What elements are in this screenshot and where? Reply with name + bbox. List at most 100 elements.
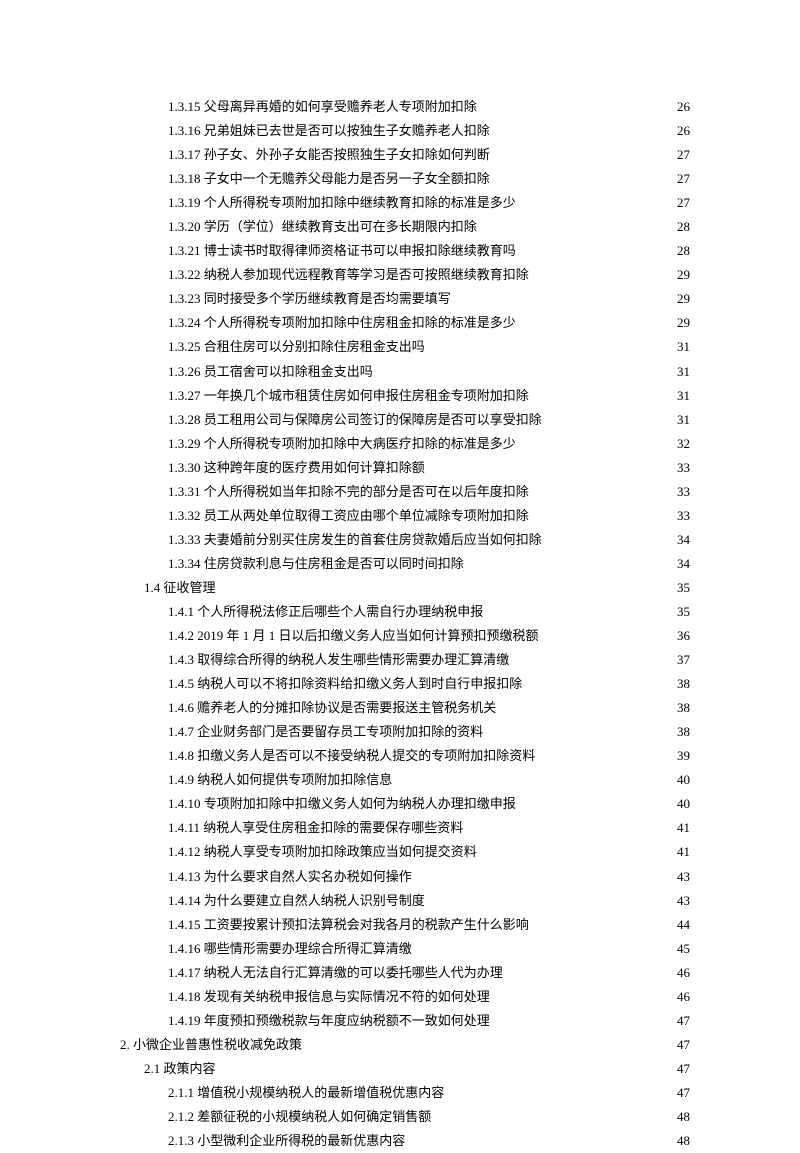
toc-entry-label: 1.3.22 纳税人参加现代远程教育等学习是否可按照继续教育扣除	[168, 263, 529, 287]
toc-leader-dots	[407, 1132, 675, 1145]
toc-entry-page: 47	[677, 1009, 690, 1033]
toc-leader-dots	[427, 459, 675, 472]
toc-leader-dots	[465, 819, 675, 832]
toc-leader-dots	[518, 795, 675, 808]
table-of-contents: 1.3.15 父母离异再婚的如何享受赡养老人专项附加扣除 26 1.3.16 兄弟姐…	[0, 0, 800, 1153]
toc-leader-dots	[427, 892, 675, 905]
toc-entry-page: 27	[677, 191, 690, 215]
toc-leader-dots	[433, 1108, 675, 1121]
toc-leader-dots	[414, 940, 675, 953]
toc-entry-page: 33	[677, 480, 690, 504]
toc-entry-label: 1.4.3 取得综合所得的纳税人发生哪些情形需要办理汇算清缴	[168, 648, 509, 672]
toc-entry-page: 41	[677, 840, 690, 864]
toc-entry-page: 47	[677, 1057, 690, 1081]
toc-leader-dots	[479, 218, 675, 231]
toc-entry-page: 37	[677, 648, 690, 672]
toc-entry-page: 27	[677, 143, 690, 167]
toc-entry-label: 1.3.32 员工从两处单位取得工资应由哪个单位减除专项附加扣除	[168, 504, 529, 528]
toc-entry-page: 28	[677, 215, 690, 239]
toc-leader-dots	[427, 338, 675, 351]
toc-entry: 1.4.11 纳税人享受住房租金扣除的需要保存哪些资料 41	[120, 816, 690, 840]
toc-entry: 2.1.3 小型微利企业所得税的最新优惠内容48	[120, 1129, 690, 1153]
toc-entry: 1.3.25 合租住房可以分别扣除住房租金支出吗31	[120, 335, 690, 359]
toc-entry: 2.1.2 差额征税的小规模纳税人如何确定销售额48	[120, 1105, 690, 1129]
toc-entry-label: 1.4.5 纳税人可以不将扣除资料给扣缴义务人到时自行申报扣除	[168, 672, 522, 696]
toc-entry-label: 1.3.21 博士读书时取得律师资格证书可以申报扣除继续教育吗	[168, 239, 516, 263]
toc-entry: 1.4.10 专项附加扣除中扣缴义务人如何为纳税人办理扣缴申报40	[120, 792, 690, 816]
toc-entry: 1.3.18 子女中一个无赡养父母能力是否另一子女全额扣除27	[120, 167, 690, 191]
toc-entry-page: 43	[677, 889, 690, 913]
toc-entry-label: 1.3.18 子女中一个无赡养父母能力是否另一子女全额扣除	[168, 167, 490, 191]
toc-entry-page: 40	[677, 768, 690, 792]
toc-entry: 1.3.24 个人所得税专项附加扣除中住房租金扣除的标准是多少29	[120, 311, 690, 335]
toc-entry: 1.4.13 为什么要求自然人实名办税如何操作43	[120, 865, 690, 889]
toc-entry-label: 2.1.1 增值税小规模纳税人的最新增值税优惠内容	[168, 1081, 444, 1105]
toc-entry: 1.4.9 纳税人如何提供专项附加扣除信息40	[120, 768, 690, 792]
toc-leader-dots	[518, 314, 675, 327]
toc-entry-label: 1.4.2 2019 年 1 月 1 日以后扣缴义务人应当如何计算预扣预缴税额	[168, 624, 539, 648]
toc-entry-page: 38	[677, 696, 690, 720]
toc-leader-dots	[492, 988, 675, 1001]
toc-entry: 1.3.31 个人所得税如当年扣除不完的部分是否可在以后年度扣除33	[120, 480, 690, 504]
toc-entry-label: 1.4.6 赡养老人的分摊扣除协议是否需要报送主管税务机关	[168, 696, 496, 720]
toc-entry-page: 35	[677, 600, 690, 624]
toc-entry-label: 2.1.3 小型微利企业所得税的最新优惠内容	[168, 1129, 405, 1153]
toc-entry-label: 1.3.16 兄弟姐妹已去世是否可以按独生子女赡养老人扣除	[168, 119, 490, 143]
toc-entry-page: 38	[677, 720, 690, 744]
toc-leader-dots	[531, 916, 675, 929]
toc-entry: 1.4.18 发现有关纳税申报信息与实际情况不符的如何处理46	[120, 985, 690, 1009]
toc-entry: 1.3.15 父母离异再婚的如何享受赡养老人专项附加扣除 26	[120, 95, 690, 119]
toc-entry: 2. 小微企业普惠性税收减免政策47	[120, 1033, 690, 1057]
toc-entry-page: 36	[677, 624, 690, 648]
toc-entry-label: 1.3.29 个人所得税专项附加扣除中大病医疗扣除的标准是多少	[168, 432, 516, 456]
toc-leader-dots	[531, 507, 675, 520]
toc-entry-page: 26	[677, 95, 690, 119]
toc-entry: 1.3.34 住房贷款利息与住房租金是否可以同时间扣除34	[120, 552, 690, 576]
toc-entry-page: 41	[677, 816, 690, 840]
toc-leader-dots	[446, 1084, 675, 1097]
toc-leader-dots	[485, 723, 675, 736]
toc-entry: 1.3.28 员工租用公司与保障房公司签订的保障房是否可以享受扣除31	[120, 408, 690, 432]
toc-entry-label: 1.3.24 个人所得税专项附加扣除中住房租金扣除的标准是多少	[168, 311, 516, 335]
toc-entry: 1.3.26 员工宿舍可以扣除租金支出吗31	[120, 360, 690, 384]
toc-leader-dots	[485, 603, 675, 616]
toc-entry-label: 1.4.19 年度预扣预缴税款与年度应纳税额不一致如何处理	[168, 1009, 490, 1033]
toc-entry-label: 1.3.15 父母离异再婚的如何享受赡养老人专项附加扣除	[168, 95, 477, 119]
toc-leader-dots	[518, 194, 675, 207]
toc-entry-page: 38	[677, 672, 690, 696]
toc-entry-page: 47	[677, 1081, 690, 1105]
toc-leader-dots	[531, 266, 675, 279]
toc-entry-label: 1.3.19 个人所得税专项附加扣除中继续教育扣除的标准是多少	[168, 191, 516, 215]
toc-entry-page: 48	[677, 1105, 690, 1129]
toc-entry-page: 33	[677, 504, 690, 528]
toc-leader-dots	[218, 1060, 675, 1073]
toc-entry-label: 2.1 政策内容	[144, 1057, 216, 1081]
toc-leader-dots	[492, 146, 675, 159]
toc-leader-dots	[304, 1036, 675, 1049]
toc-entry-page: 26	[677, 119, 690, 143]
toc-entry-page: 40	[677, 792, 690, 816]
toc-entry-page: 46	[677, 985, 690, 1009]
toc-leader-dots	[479, 98, 675, 111]
toc-entry-page: 32	[677, 432, 690, 456]
toc-entry-page: 28	[677, 239, 690, 263]
toc-entry: 1.4.12 纳税人享受专项附加扣除政策应当如何提交资料 41	[120, 840, 690, 864]
toc-entry-label: 1.4 征收管理	[144, 576, 216, 600]
toc-entry-label: 1.3.34 住房贷款利息与住房租金是否可以同时间扣除	[168, 552, 464, 576]
toc-entry-label: 1.4.11 纳税人享受住房租金扣除的需要保存哪些资料	[168, 816, 463, 840]
toc-entry: 1.3.32 员工从两处单位取得工资应由哪个单位减除专项附加扣除 33	[120, 504, 690, 528]
toc-entry: 1.3.27 一年换几个城市租赁住房如何申报住房租金专项附加扣除31	[120, 384, 690, 408]
toc-entry-label: 1.4.7 企业财务部门是否要留存员工专项附加扣除的资料	[168, 720, 483, 744]
toc-entry-label: 1.4.8 扣缴义务人是否可以不接受纳税人提交的专项附加扣除资料	[168, 744, 535, 768]
toc-entry: 1.3.19 个人所得税专项附加扣除中继续教育扣除的标准是多少 27	[120, 191, 690, 215]
toc-leader-dots	[505, 964, 675, 977]
toc-entry-label: 1.3.17 孙子女、外孙子女能否按照独生子女扣除如何判断	[168, 143, 490, 167]
toc-leader-dots	[518, 242, 675, 255]
toc-leader-dots	[498, 699, 675, 712]
toc-entry-page: 31	[677, 384, 690, 408]
toc-leader-dots	[524, 675, 675, 688]
toc-entry-label: 1.4.1 个人所得税法修正后哪些个人需自行办理纳税申报	[168, 600, 483, 624]
toc-entry-page: 31	[677, 408, 690, 432]
toc-entry: 1.4.15 工资要按累计预扣法算税会对我各月的税款产生什么影响44	[120, 913, 690, 937]
toc-entry-label: 1.4.12 纳税人享受专项附加扣除政策应当如何提交资料	[168, 840, 477, 864]
